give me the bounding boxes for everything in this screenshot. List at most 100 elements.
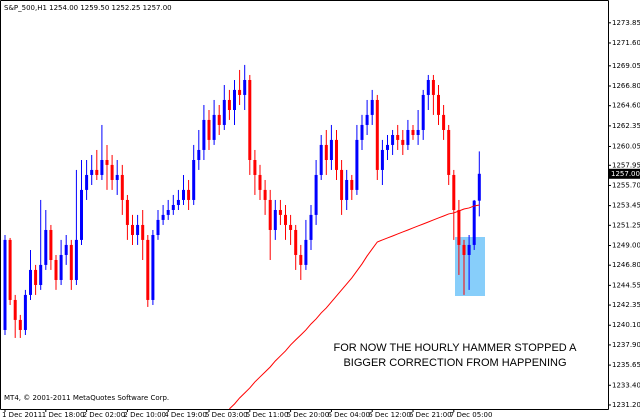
candle-body: [294, 229, 298, 255]
candle-body: [156, 219, 160, 235]
candle-body: [197, 149, 201, 160]
candle-body: [39, 264, 43, 285]
candle-body: [386, 144, 389, 150]
candle-body: [462, 244, 466, 255]
y-tick-label: 1273.85: [612, 19, 640, 27]
candle-body: [59, 254, 63, 280]
candle-body: [64, 244, 68, 255]
moving-average: [229, 204, 480, 410]
candle-body: [207, 119, 211, 140]
price-label-box: [609, 168, 640, 179]
candle-body: [54, 259, 58, 280]
candle-body: [253, 159, 257, 175]
y-tick-label: 1266.80: [612, 82, 640, 90]
y-tick-label: 1242.35: [612, 301, 640, 309]
candle-body: [447, 129, 451, 175]
candle-body: [299, 254, 303, 265]
candle-body: [212, 114, 216, 140]
y-tick-label: 1237.90: [612, 341, 640, 349]
candle-body: [80, 189, 83, 240]
candle-body: [171, 204, 175, 210]
candle-body: [125, 199, 129, 225]
candle-body: [182, 189, 185, 200]
candle-body: [74, 239, 78, 280]
candle-body: [23, 294, 27, 330]
candle-body: [304, 239, 308, 265]
candle-body: [375, 99, 379, 170]
y-tick-label: 1240.10: [612, 321, 640, 329]
candle-body: [217, 114, 221, 125]
x-tick-label: 2 Dec 02:00: [83, 411, 126, 419]
y-tick-label: 1233.40: [612, 381, 640, 389]
x-tick-label: 5 Dec 11:00: [246, 411, 289, 419]
candle-body: [192, 159, 196, 200]
candle-body: [151, 234, 155, 300]
y-tick-label: 1235.65: [612, 361, 640, 369]
candle-body: [161, 214, 165, 220]
y-tick-label: 1262.35: [612, 122, 640, 130]
candle-body: [426, 79, 430, 95]
y-tick-label: 1257.95: [612, 161, 640, 169]
footer: MT4, © 2001-2011 MetaQuotes Software Cor…: [4, 394, 169, 402]
candle-body: [3, 239, 7, 330]
candle-body: [44, 229, 48, 265]
candle-body: [227, 99, 231, 110]
candle-body: [319, 144, 323, 175]
candle-body: [69, 244, 73, 280]
candle-body: [314, 174, 318, 215]
candle-body: [263, 189, 267, 200]
candle-body: [335, 139, 338, 170]
x-tick-label: 6 Dec 21:00: [409, 411, 452, 419]
y-tick-label: 1244.55: [612, 281, 640, 289]
candle-body: [355, 139, 359, 190]
y-tick-label: 1255.70: [612, 181, 640, 189]
candle-body: [13, 299, 17, 320]
candle-body: [258, 174, 262, 190]
candle-body: [233, 89, 236, 110]
candle-body: [442, 114, 446, 130]
candle-body: [120, 174, 124, 200]
candle-body: [340, 169, 344, 200]
candle-body: [29, 269, 32, 295]
candle-body: [380, 149, 384, 170]
y-tick-label: 1253.45: [612, 202, 640, 210]
candle-body: [187, 189, 191, 200]
candle-body: [105, 159, 109, 165]
x-tick-label: 5 Dec 03:00: [205, 411, 248, 419]
candle-body: [243, 79, 247, 95]
y-tick-label: 1269.05: [612, 62, 640, 70]
y-tick-label: 1231.20: [612, 401, 640, 409]
x-tick-label: 2 Dec 10:00: [123, 411, 166, 419]
candle-body: [100, 159, 104, 175]
candle-body: [406, 129, 410, 145]
candle-body: [95, 169, 99, 175]
candle-body: [350, 179, 354, 190]
candle-body: [136, 224, 140, 235]
x-tick-label: 5 Dec 20:00: [287, 411, 330, 419]
candle-body: [222, 99, 226, 125]
candle-body: [131, 224, 134, 235]
y-tick-label: 1271.60: [612, 39, 640, 47]
x-tick-label: 1 Dec 2011: [2, 411, 42, 419]
candle-body: [467, 244, 471, 255]
annotation: BIGGER CORRECTION FROM HAPPENING: [343, 357, 566, 369]
candle-body: [391, 134, 395, 145]
candle-body: [176, 199, 180, 205]
y-tick-label: 1264.60: [612, 102, 640, 110]
annotation: FOR NOW THE HOURLY HAMMER STOPPED A: [333, 342, 577, 354]
candle-body: [360, 124, 364, 140]
candle-body: [477, 173, 481, 201]
candle-body: [365, 114, 369, 125]
y-tick-label: 1246.80: [612, 261, 640, 269]
candle-body: [110, 164, 114, 180]
candle-body: [202, 119, 206, 150]
x-tick-label: 1 Dec 18:00: [42, 411, 85, 419]
candle-body: [18, 319, 22, 330]
y-tick-label: 1260.05: [612, 142, 640, 150]
candle-body: [416, 129, 420, 135]
candle-body: [90, 169, 94, 175]
x-tick-label: 6 Dec 04:00: [327, 411, 370, 419]
candle-body: [49, 229, 53, 260]
